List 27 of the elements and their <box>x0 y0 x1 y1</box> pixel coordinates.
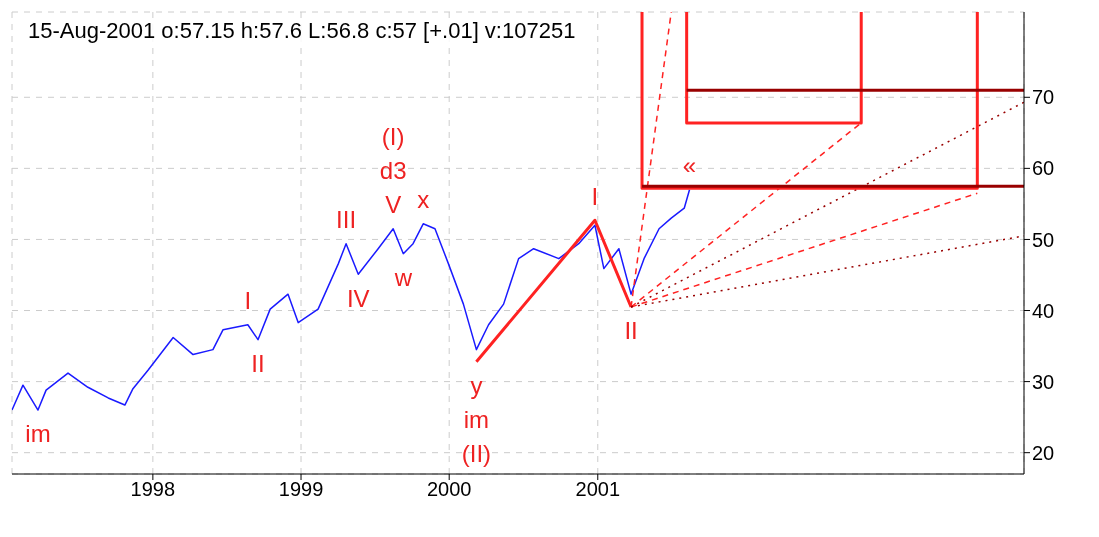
annotation: (II) <box>461 440 492 468</box>
x-tick-label: 2000 <box>426 478 472 501</box>
annotation: V <box>385 191 402 219</box>
annotation: « <box>682 152 697 180</box>
annotation: III <box>336 206 357 234</box>
y-tick-label: 60 <box>1032 157 1055 180</box>
y-tick-label: 20 <box>1032 441 1055 464</box>
chart-title: 15-Aug-2001 o:57.15 h:57.6 L:56.8 c:57 [+.01] v:107251 <box>28 18 576 44</box>
annotation: y <box>470 372 483 400</box>
y-tick-label: 40 <box>1032 299 1055 322</box>
annotation: I <box>591 182 599 210</box>
annotation: d3 <box>379 157 407 185</box>
annotation: (I) <box>381 123 405 151</box>
annotation: IV <box>346 284 370 312</box>
annotation: I <box>244 287 252 315</box>
x-tick-label: 2001 <box>575 478 621 501</box>
y-tick-label: 70 <box>1032 86 1055 109</box>
x-tick-label: 1998 <box>130 478 176 501</box>
annotation: x <box>417 186 430 214</box>
annotation: w <box>393 264 413 292</box>
y-tick-label: 50 <box>1032 228 1055 251</box>
x-tick-label: 1999 <box>278 478 324 501</box>
y-tick-label: 30 <box>1032 370 1055 393</box>
annotation: II <box>251 350 265 378</box>
annotation: im <box>25 420 51 448</box>
annotation: im <box>463 406 490 434</box>
annotation: II <box>624 317 638 345</box>
